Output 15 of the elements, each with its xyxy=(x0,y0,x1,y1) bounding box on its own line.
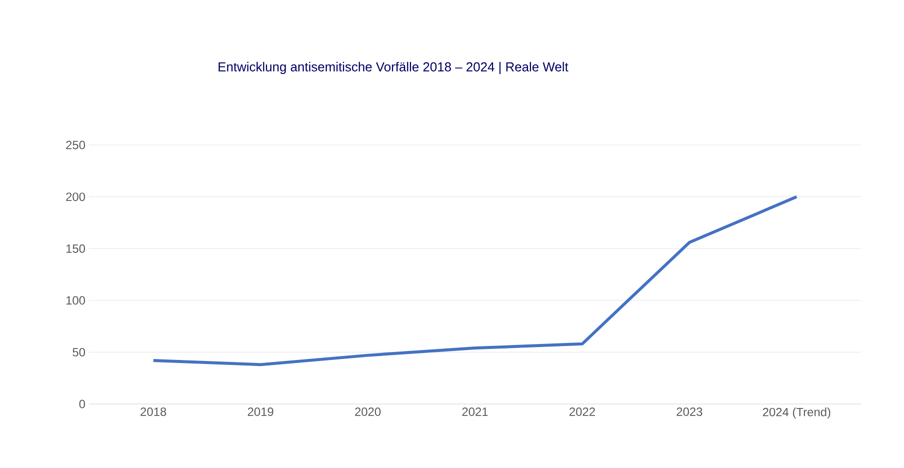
y-tick-label: 50 xyxy=(72,348,86,356)
y-tick-label: 150 xyxy=(66,244,86,253)
x-tick-label: 2018 xyxy=(140,408,166,416)
x-tick-label: 2019 xyxy=(248,408,274,416)
chart-title: Entwicklung antisemitische Vorfälle 2018 – 2024 | Reale Welt xyxy=(218,62,568,74)
y-tick-label: 100 xyxy=(66,296,86,305)
line-series xyxy=(152,195,798,366)
y-tick-label: 200 xyxy=(66,192,86,202)
y-tick-label: 0 xyxy=(79,400,86,408)
x-tick-label: 2021 xyxy=(462,408,488,416)
x-tick-label: 2020 xyxy=(355,408,381,416)
x-tick-label: 2022 xyxy=(570,408,595,416)
x-tick-label: 2024 (Trend) xyxy=(762,408,830,419)
x-tick-label: 2023 xyxy=(676,408,702,416)
y-tick-label: 250 xyxy=(66,140,86,150)
